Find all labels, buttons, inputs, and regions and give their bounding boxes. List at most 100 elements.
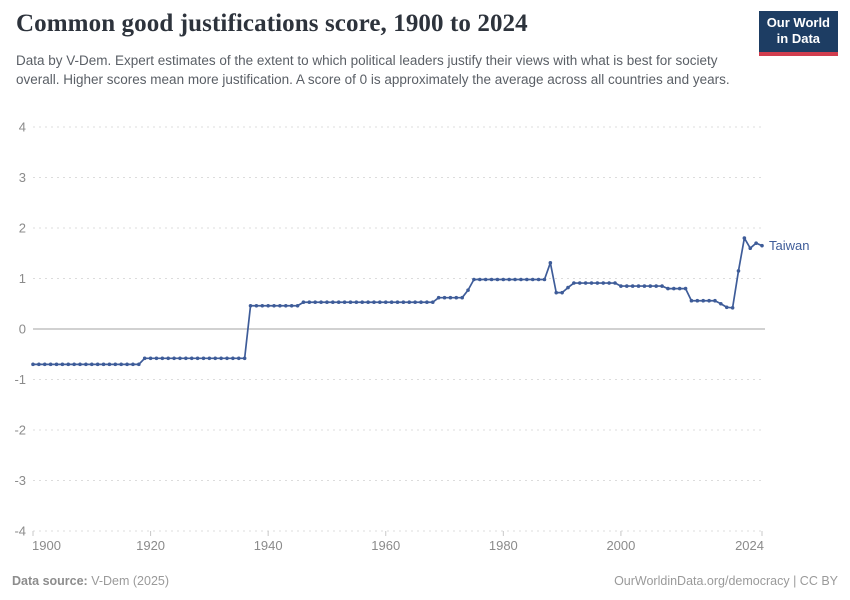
data-point[interactable]	[272, 303, 276, 308]
data-point[interactable]	[436, 295, 441, 300]
data-point[interactable]	[630, 284, 635, 288]
data-point[interactable]	[89, 362, 94, 367]
data-point[interactable]	[301, 300, 306, 305]
data-point[interactable]	[60, 362, 65, 367]
data-point[interactable]	[507, 277, 512, 282]
data-point[interactable]	[313, 300, 317, 305]
data-point[interactable]	[660, 284, 664, 288]
data-point[interactable]	[66, 362, 71, 367]
data-point[interactable]	[489, 277, 494, 282]
data-point[interactable]	[378, 300, 382, 305]
data-point[interactable]	[219, 356, 223, 361]
data-point[interactable]	[513, 277, 517, 282]
data-point[interactable]	[619, 284, 623, 288]
data-point[interactable]	[472, 277, 476, 282]
data-point[interactable]	[530, 277, 535, 282]
data-point[interactable]	[42, 362, 47, 367]
data-point[interactable]	[707, 298, 711, 303]
data-point[interactable]	[166, 356, 171, 361]
data-point[interactable]	[548, 261, 553, 265]
data-point[interactable]	[613, 281, 617, 285]
data-point[interactable]	[577, 281, 582, 285]
data-point[interactable]	[160, 356, 165, 361]
data-point[interactable]	[454, 295, 459, 300]
data-point[interactable]	[636, 284, 641, 288]
data-point[interactable]	[213, 356, 218, 361]
series-taiwan[interactable]	[31, 236, 764, 367]
data-point[interactable]	[730, 305, 735, 310]
data-point[interactable]	[107, 362, 112, 367]
data-point[interactable]	[448, 295, 453, 300]
data-point[interactable]	[360, 300, 365, 305]
data-point[interactable]	[672, 286, 676, 291]
owid-url-link[interactable]: OurWorldinData.org/democracy	[614, 574, 790, 588]
data-point[interactable]	[566, 285, 570, 290]
data-point[interactable]	[37, 362, 41, 367]
data-point[interactable]	[460, 295, 464, 300]
series-label-taiwan[interactable]: Taiwan	[769, 238, 809, 253]
chart-svg[interactable]: 4 3 2 1 0 -1 -2 -3 -4 1900 1920 1940 1960 1980 2000 202…	[0, 113, 850, 565]
data-point[interactable]	[225, 356, 229, 361]
data-point[interactable]	[724, 305, 729, 310]
data-point[interactable]	[536, 277, 541, 282]
data-point[interactable]	[178, 356, 182, 361]
data-point[interactable]	[260, 303, 265, 308]
data-point[interactable]	[601, 281, 606, 285]
data-point[interactable]	[189, 356, 194, 361]
data-point[interactable]	[383, 300, 388, 305]
data-point[interactable]	[748, 246, 753, 250]
data-point[interactable]	[242, 356, 247, 361]
data-point[interactable]	[119, 362, 123, 367]
data-point[interactable]	[425, 300, 429, 305]
data-point[interactable]	[689, 298, 694, 303]
data-point[interactable]	[266, 303, 270, 308]
data-point[interactable]	[642, 284, 647, 288]
data-point[interactable]	[754, 241, 758, 245]
owid-logo[interactable]: Our World in Data	[758, 11, 838, 56]
data-point[interactable]	[478, 277, 482, 282]
data-point[interactable]	[283, 303, 288, 308]
data-point[interactable]	[583, 281, 588, 285]
data-point[interactable]	[366, 300, 370, 305]
data-point[interactable]	[701, 298, 706, 303]
data-point[interactable]	[736, 269, 741, 273]
data-point[interactable]	[413, 300, 417, 305]
data-point[interactable]	[525, 277, 529, 282]
data-point[interactable]	[325, 300, 329, 305]
data-point[interactable]	[742, 236, 747, 240]
data-point[interactable]	[607, 281, 611, 285]
data-point[interactable]	[713, 298, 717, 303]
data-point[interactable]	[278, 303, 282, 308]
data-point[interactable]	[666, 286, 670, 291]
data-point[interactable]	[407, 300, 412, 305]
data-point[interactable]	[430, 300, 435, 305]
data-point[interactable]	[125, 362, 129, 367]
data-point[interactable]	[442, 295, 447, 300]
data-point[interactable]	[95, 362, 100, 367]
data-point[interactable]	[207, 356, 212, 361]
data-point[interactable]	[72, 362, 76, 367]
data-point[interactable]	[184, 356, 188, 361]
data-point[interactable]	[466, 288, 470, 292]
data-point[interactable]	[307, 300, 312, 305]
data-point[interactable]	[501, 277, 506, 282]
data-point[interactable]	[78, 362, 82, 367]
data-point[interactable]	[336, 300, 341, 305]
data-point[interactable]	[372, 300, 376, 305]
data-point[interactable]	[319, 300, 323, 305]
data-point[interactable]	[760, 243, 764, 248]
data-point[interactable]	[683, 286, 688, 291]
data-point[interactable]	[695, 298, 700, 303]
data-point[interactable]	[401, 300, 406, 305]
data-point[interactable]	[195, 356, 200, 361]
data-point[interactable]	[595, 281, 600, 285]
data-point[interactable]	[101, 362, 106, 367]
data-point[interactable]	[248, 303, 253, 308]
data-point[interactable]	[419, 300, 423, 305]
data-point[interactable]	[231, 356, 235, 361]
data-point[interactable]	[354, 300, 359, 305]
data-point[interactable]	[137, 362, 141, 367]
data-point[interactable]	[236, 356, 241, 361]
data-point[interactable]	[648, 284, 653, 288]
data-point[interactable]	[154, 356, 159, 361]
